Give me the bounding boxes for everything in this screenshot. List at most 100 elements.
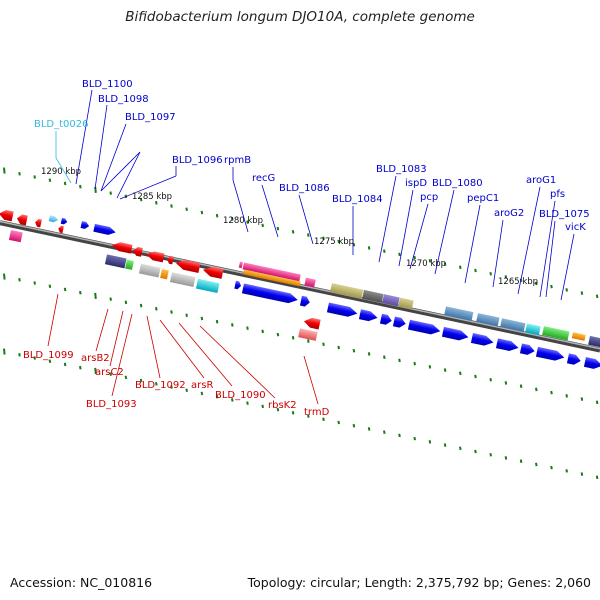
scale-tick	[18, 352, 21, 357]
scale-tick	[519, 384, 523, 388]
gene-block	[8, 230, 23, 243]
scale-tick	[428, 259, 432, 263]
gene-block	[125, 259, 134, 270]
forward-gene-labels: BLD_1100 BLD_1098 BLD_1097 BLD_1096 rpmB…	[82, 79, 590, 233]
label-leader-line	[100, 151, 141, 192]
scale-tick	[595, 400, 599, 405]
scale-tick	[109, 297, 112, 301]
forward-gene-arrow	[441, 326, 469, 341]
gene-label-bld-1086: BLD_1086	[279, 183, 330, 194]
reverse-gene-arrow	[146, 251, 165, 263]
scale-tick	[48, 284, 52, 289]
gene-label-pcp: pcp	[420, 192, 438, 203]
scale-tick	[276, 407, 280, 412]
scale-tick	[352, 242, 356, 247]
scale-tick	[18, 171, 21, 176]
scale-tick	[48, 178, 52, 183]
forward-gene-arrow	[48, 215, 59, 223]
scale-tick	[459, 371, 462, 376]
label-leader-line	[100, 123, 127, 192]
forward-gene-arrow	[519, 343, 535, 355]
scale-tick	[322, 417, 325, 422]
scale-tick	[79, 290, 82, 295]
scale-tick	[307, 414, 310, 418]
trna-gene-labels: BLD_t0026	[34, 119, 89, 130]
gene-block	[500, 318, 526, 332]
reverse-gene-arrow	[35, 218, 42, 228]
scale-tick	[595, 475, 599, 480]
scale-tick	[109, 372, 112, 376]
scale-tick	[489, 452, 492, 457]
scale-tick	[79, 184, 82, 189]
scale-tick	[155, 201, 158, 205]
scale-tick	[79, 365, 82, 370]
scale-tick	[246, 326, 249, 330]
gene-label-bld-1080: BLD_1080	[432, 178, 483, 189]
scale-tick	[489, 377, 492, 382]
label-leader-line	[47, 293, 59, 347]
scale-tick	[33, 175, 36, 179]
forward-gene-arrow	[60, 217, 68, 225]
gene-block	[238, 261, 243, 269]
scale-tick	[459, 446, 462, 451]
gene-label-rpmb: rpmB	[224, 155, 251, 166]
scale-tick	[550, 390, 553, 395]
scale-tick	[413, 361, 416, 366]
scale-tick	[580, 397, 584, 401]
scale-tick	[94, 292, 97, 299]
gene-block	[588, 335, 600, 348]
scale-tick	[383, 430, 386, 434]
scale-tick	[519, 459, 523, 463]
label-leader-line	[75, 89, 93, 185]
scale-label: 1275 kbp	[314, 237, 354, 247]
scale-label: 1265 kbp	[498, 277, 538, 287]
reverse-gene-arrow	[112, 242, 133, 254]
label-leader-line	[55, 157, 72, 184]
scale-tick	[398, 358, 401, 363]
scale-tick	[291, 230, 295, 234]
scale-tick	[109, 191, 112, 195]
gene-label-bld-1099: BLD_1099	[23, 350, 74, 361]
forward-gene-arrow	[93, 223, 116, 235]
scale-tick	[413, 436, 416, 441]
reverse-gene-arrow	[202, 266, 224, 279]
forward-gene-arrow	[470, 333, 494, 346]
label-leader-line	[409, 203, 429, 270]
genome-title: Bifidobacterium longum DJO10A, complete …	[125, 9, 475, 25]
gene-label-arsc2: arsC2	[95, 367, 124, 378]
scale-tick	[565, 394, 568, 398]
gene-label-trmd: trmD	[304, 407, 330, 418]
label-leader-line	[116, 151, 141, 199]
scale-tick	[3, 273, 6, 280]
label-leader-line	[434, 189, 455, 275]
gene-label-pepc1: pepC1	[467, 193, 499, 204]
gene-label-recg: recG	[252, 173, 275, 184]
gene-label-bld-t0026: BLD_t0026	[34, 119, 89, 130]
scale-labels: 1290 kbp 1285 kbp 1280 kbp 1275 kbp 1270…	[41, 167, 538, 287]
gene-block	[362, 289, 384, 303]
reverse-gene-labels: BLD_1099 arsB2 arsC2 BLD_1093 BLD_1092 a…	[23, 350, 330, 418]
forward-gene-arrow	[495, 338, 519, 351]
gene-block	[398, 297, 414, 310]
scale-tick	[535, 462, 538, 467]
scale-tick	[383, 355, 386, 359]
gene-block	[382, 294, 400, 307]
scale-tick	[322, 342, 325, 347]
gene-block	[298, 328, 318, 341]
forward-gene-arrow	[234, 280, 242, 290]
label-leader-lines	[47, 89, 575, 405]
label-leader-line	[146, 315, 161, 379]
scale-tick	[33, 281, 36, 285]
label-leader-line	[464, 204, 481, 284]
forward-gene-arrow	[566, 353, 581, 365]
gene-block	[242, 262, 301, 282]
scale-tick	[443, 262, 447, 266]
gene-block	[169, 272, 196, 287]
scale-tick	[337, 420, 340, 425]
scale-tick	[261, 329, 264, 334]
reverse-gene-arrow	[175, 260, 201, 274]
label-leader-line	[109, 310, 124, 367]
scale-tick	[443, 443, 447, 447]
scale-tick	[474, 374, 477, 379]
scale-tick	[48, 359, 52, 364]
